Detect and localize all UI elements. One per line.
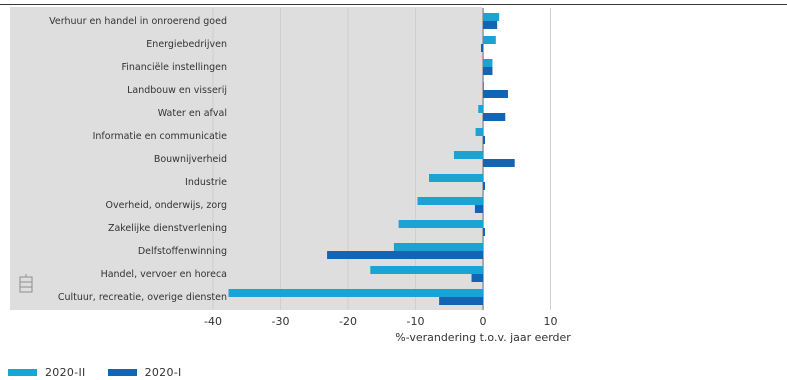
legend-item-2020-i: 2020-I xyxy=(107,366,182,379)
top-rule xyxy=(0,4,787,5)
bar-2020-ii xyxy=(370,266,483,274)
bar-2020-i xyxy=(483,67,493,75)
bar-2020-ii xyxy=(475,128,483,136)
bar-2020-ii xyxy=(393,243,483,251)
bar-2020-ii xyxy=(429,174,483,182)
x-tick-label: -40 xyxy=(204,315,222,328)
bar-2020-ii xyxy=(483,82,484,90)
bar-2020-i xyxy=(474,205,483,213)
category-label: Bouwnijverheid xyxy=(154,154,227,165)
category-label: Cultuur, recreatie, overige diensten xyxy=(58,292,227,303)
category-label: Landbouw en visserij xyxy=(127,85,227,96)
category-label: Delfstoffenwinning xyxy=(138,246,227,257)
bar-2020-ii xyxy=(478,105,483,113)
bar-2020-ii xyxy=(483,59,493,67)
chart-logo-icon xyxy=(19,274,33,293)
category-label: Industrie xyxy=(185,177,227,188)
category-label: Energiebedrijven xyxy=(146,39,227,50)
legend-swatch xyxy=(107,369,137,376)
x-axis-label: %-verandering t.o.v. jaar eerder xyxy=(395,331,571,344)
bar-2020-i xyxy=(483,159,515,167)
bar-2020-ii xyxy=(417,197,483,205)
category-labels: Verhuur en handel in onroerend goed Energ… xyxy=(49,16,227,303)
bar-2020-i xyxy=(483,136,486,144)
x-tick-labels: -40 -30 -20 -10 0 10 xyxy=(204,315,557,328)
bar-2020-i xyxy=(480,44,483,52)
x-tick-label: -10 xyxy=(407,315,425,328)
grid xyxy=(212,8,551,310)
x-tick-label: -20 xyxy=(339,315,357,328)
category-panel xyxy=(10,7,482,310)
bar-2020-i xyxy=(483,21,498,29)
bar-2020-i xyxy=(327,251,483,259)
legend-label: 2020-II xyxy=(45,366,86,379)
category-label: Handel, vervoer en horeca xyxy=(101,269,227,280)
bar-2020-i xyxy=(483,113,506,121)
legend-swatch xyxy=(8,369,37,376)
legend-label: 2020-I xyxy=(144,366,182,379)
x-tick-label: -30 xyxy=(272,315,290,328)
category-label: Water en afval xyxy=(158,108,227,119)
bar-2020-i xyxy=(483,90,508,98)
x-tick-label: 10 xyxy=(544,315,558,328)
bar-2020-ii xyxy=(453,151,483,159)
category-label: Informatie en communicatie xyxy=(93,131,228,142)
bar-2020-ii xyxy=(398,220,483,228)
bar-2020-ii xyxy=(483,13,500,21)
bar-2020-ii xyxy=(228,289,483,297)
bar-2020-i xyxy=(483,182,486,190)
bar-2020-ii xyxy=(483,36,496,44)
bars xyxy=(228,13,515,305)
x-tick-label: 0 xyxy=(480,315,487,328)
legend-item-2020-ii: 2020-II xyxy=(8,366,86,379)
legend: 2020-II 2020-I xyxy=(8,366,204,379)
bar-2020-i xyxy=(483,228,486,236)
category-label: Verhuur en handel in onroerend goed xyxy=(49,16,227,27)
bar-chart: Verhuur en handel in onroerend goed Energ… xyxy=(10,7,571,344)
category-label: Overheid, onderwijs, zorg xyxy=(106,200,227,211)
category-label: Financiële instellingen xyxy=(121,62,227,73)
category-label: Zakelijke dienstverlening xyxy=(108,223,227,234)
bar-2020-i xyxy=(439,297,483,305)
bar-2020-i xyxy=(471,274,483,282)
